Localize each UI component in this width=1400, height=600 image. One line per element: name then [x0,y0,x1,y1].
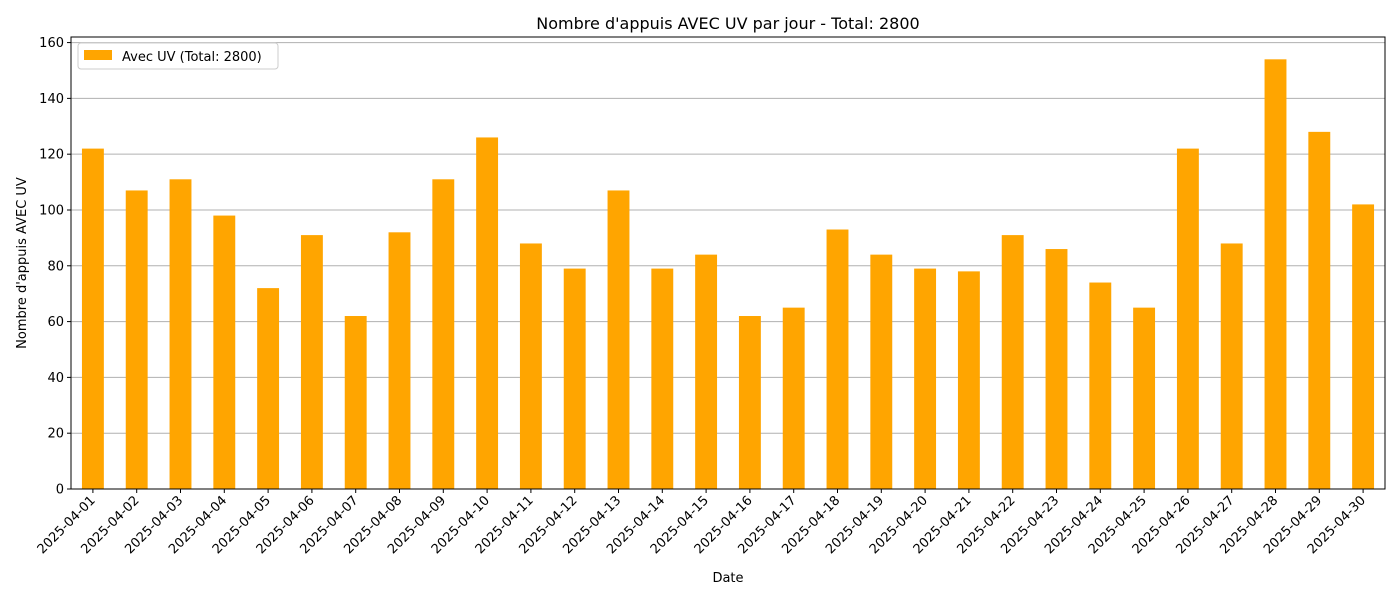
chart-title: Nombre d'appuis AVEC UV par jour - Total… [536,14,919,33]
bar [1264,59,1287,490]
bar [344,316,367,489]
bar [1176,148,1199,490]
bar [388,232,411,489]
y-tick-label: 40 [47,371,64,386]
x-axis-title: Date [712,571,743,586]
bar [563,268,586,489]
y-axis-title: Nombre d'appuis AVEC UV [15,177,30,349]
legend-swatch [84,50,112,60]
bar [1220,243,1243,489]
y-tick-label: 160 [39,36,64,51]
bar [957,271,980,489]
bar [300,235,323,489]
y-tick-label: 100 [39,203,64,218]
y-tick-label: 80 [47,259,64,274]
y-tick-label: 0 [56,483,64,498]
bar [519,243,542,489]
bar [1133,307,1156,489]
bar [432,179,455,489]
y-tick-label: 20 [47,427,64,442]
bar [81,148,104,490]
bar [870,254,893,489]
bar [1308,131,1331,489]
y-tick-label: 140 [39,92,64,107]
legend-label: Avec UV (Total: 2800) [122,50,262,65]
bar [213,215,236,489]
bar [1089,282,1112,489]
bar [1352,204,1375,489]
legend: Avec UV (Total: 2800) [77,42,279,70]
bar [782,307,805,489]
y-axis-ticks: 0 20 40 60 80 100 120 140 160 [39,36,71,498]
bar [651,268,674,489]
bar [607,190,630,489]
bar [914,268,937,489]
bar [476,137,499,489]
gridlines [71,42,1385,434]
bar [738,316,761,489]
y-tick-label: 120 [39,148,64,163]
bar [169,179,192,489]
plot-frame [70,36,1386,490]
legend-box [77,42,279,70]
bar [1045,249,1068,489]
bar [257,288,280,489]
bars [81,59,1375,490]
y-tick-label: 60 [47,315,64,330]
bar [1001,235,1024,489]
bar [125,190,148,489]
bar [695,254,718,489]
bar [826,229,849,489]
